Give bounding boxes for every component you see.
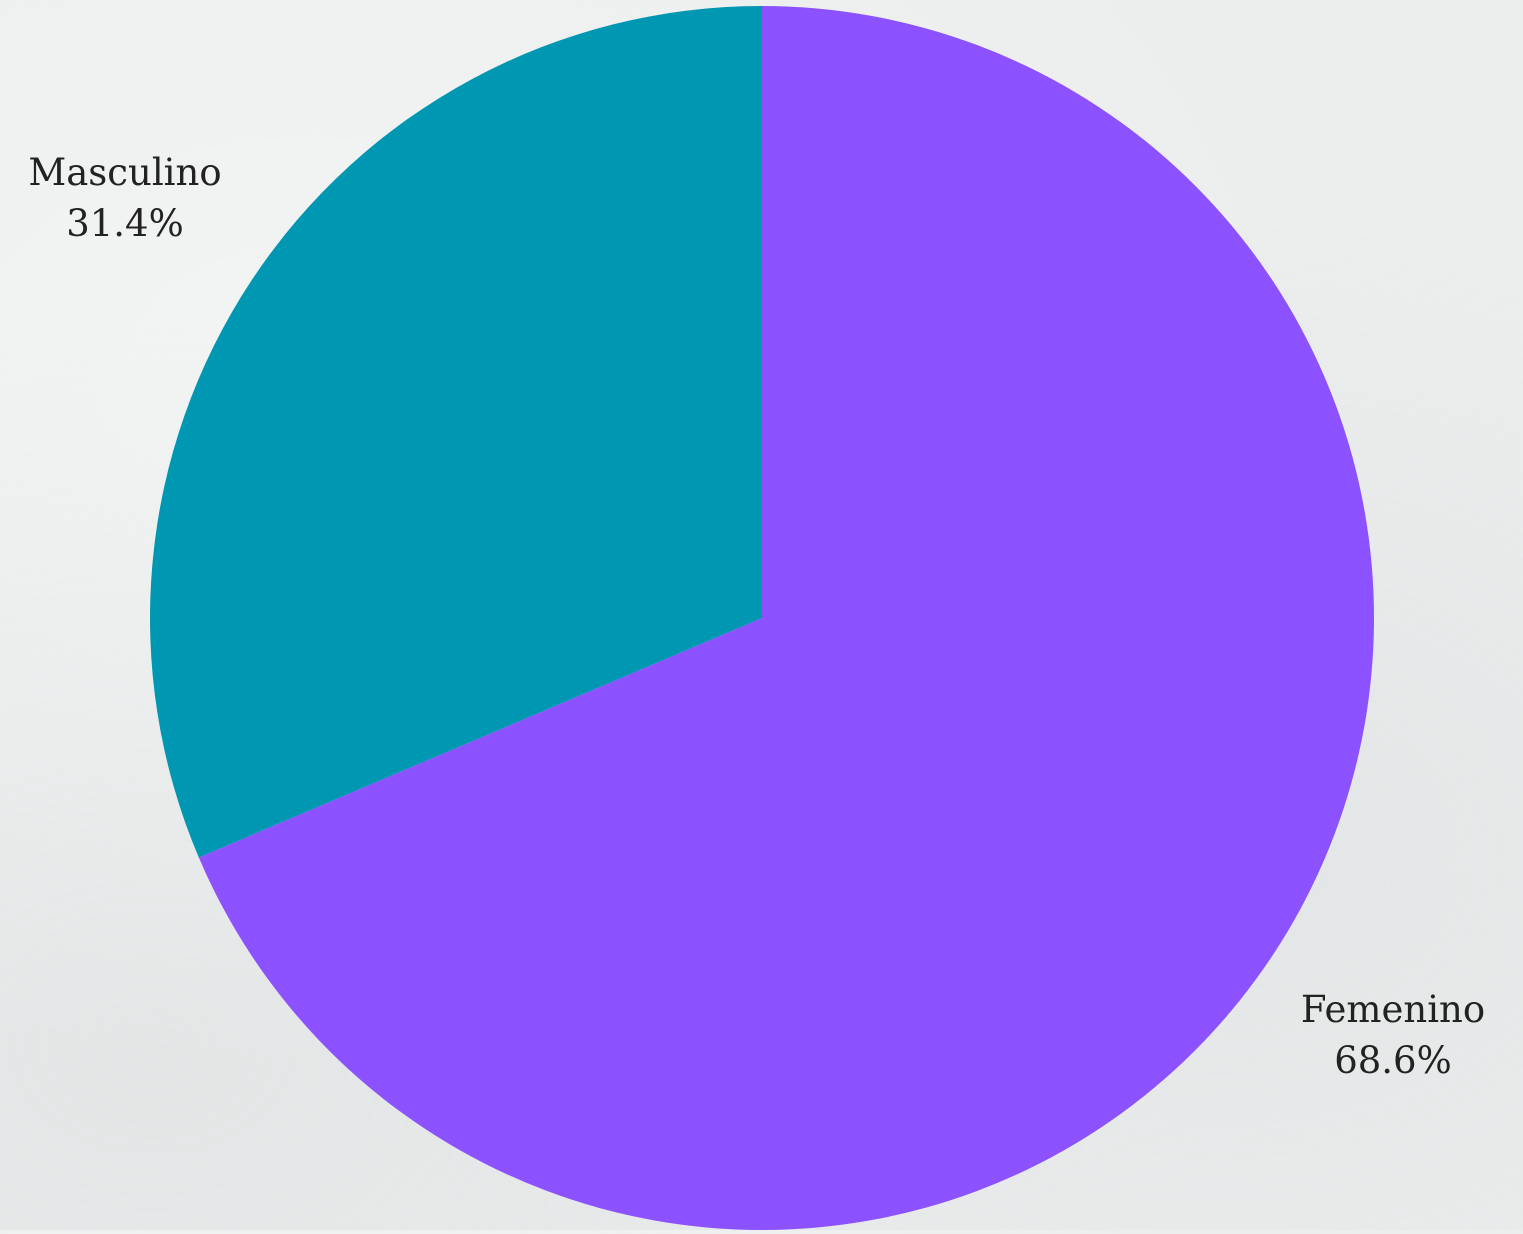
slice-percent-femenino: 68.6% (1334, 1039, 1452, 1082)
pie-slice-femenino (198, 5, 1375, 1230)
slice-label-femenino: Femenino (1301, 988, 1485, 1031)
pie-slices (150, 5, 1375, 1230)
pie-slice-masculino (150, 6, 762, 858)
pie-labels: Femenino 68.6% Masculino 31.4% (28, 151, 1485, 1082)
slice-percent-masculino: 31.4% (66, 202, 184, 245)
slice-label-masculino: Masculino (28, 151, 221, 194)
